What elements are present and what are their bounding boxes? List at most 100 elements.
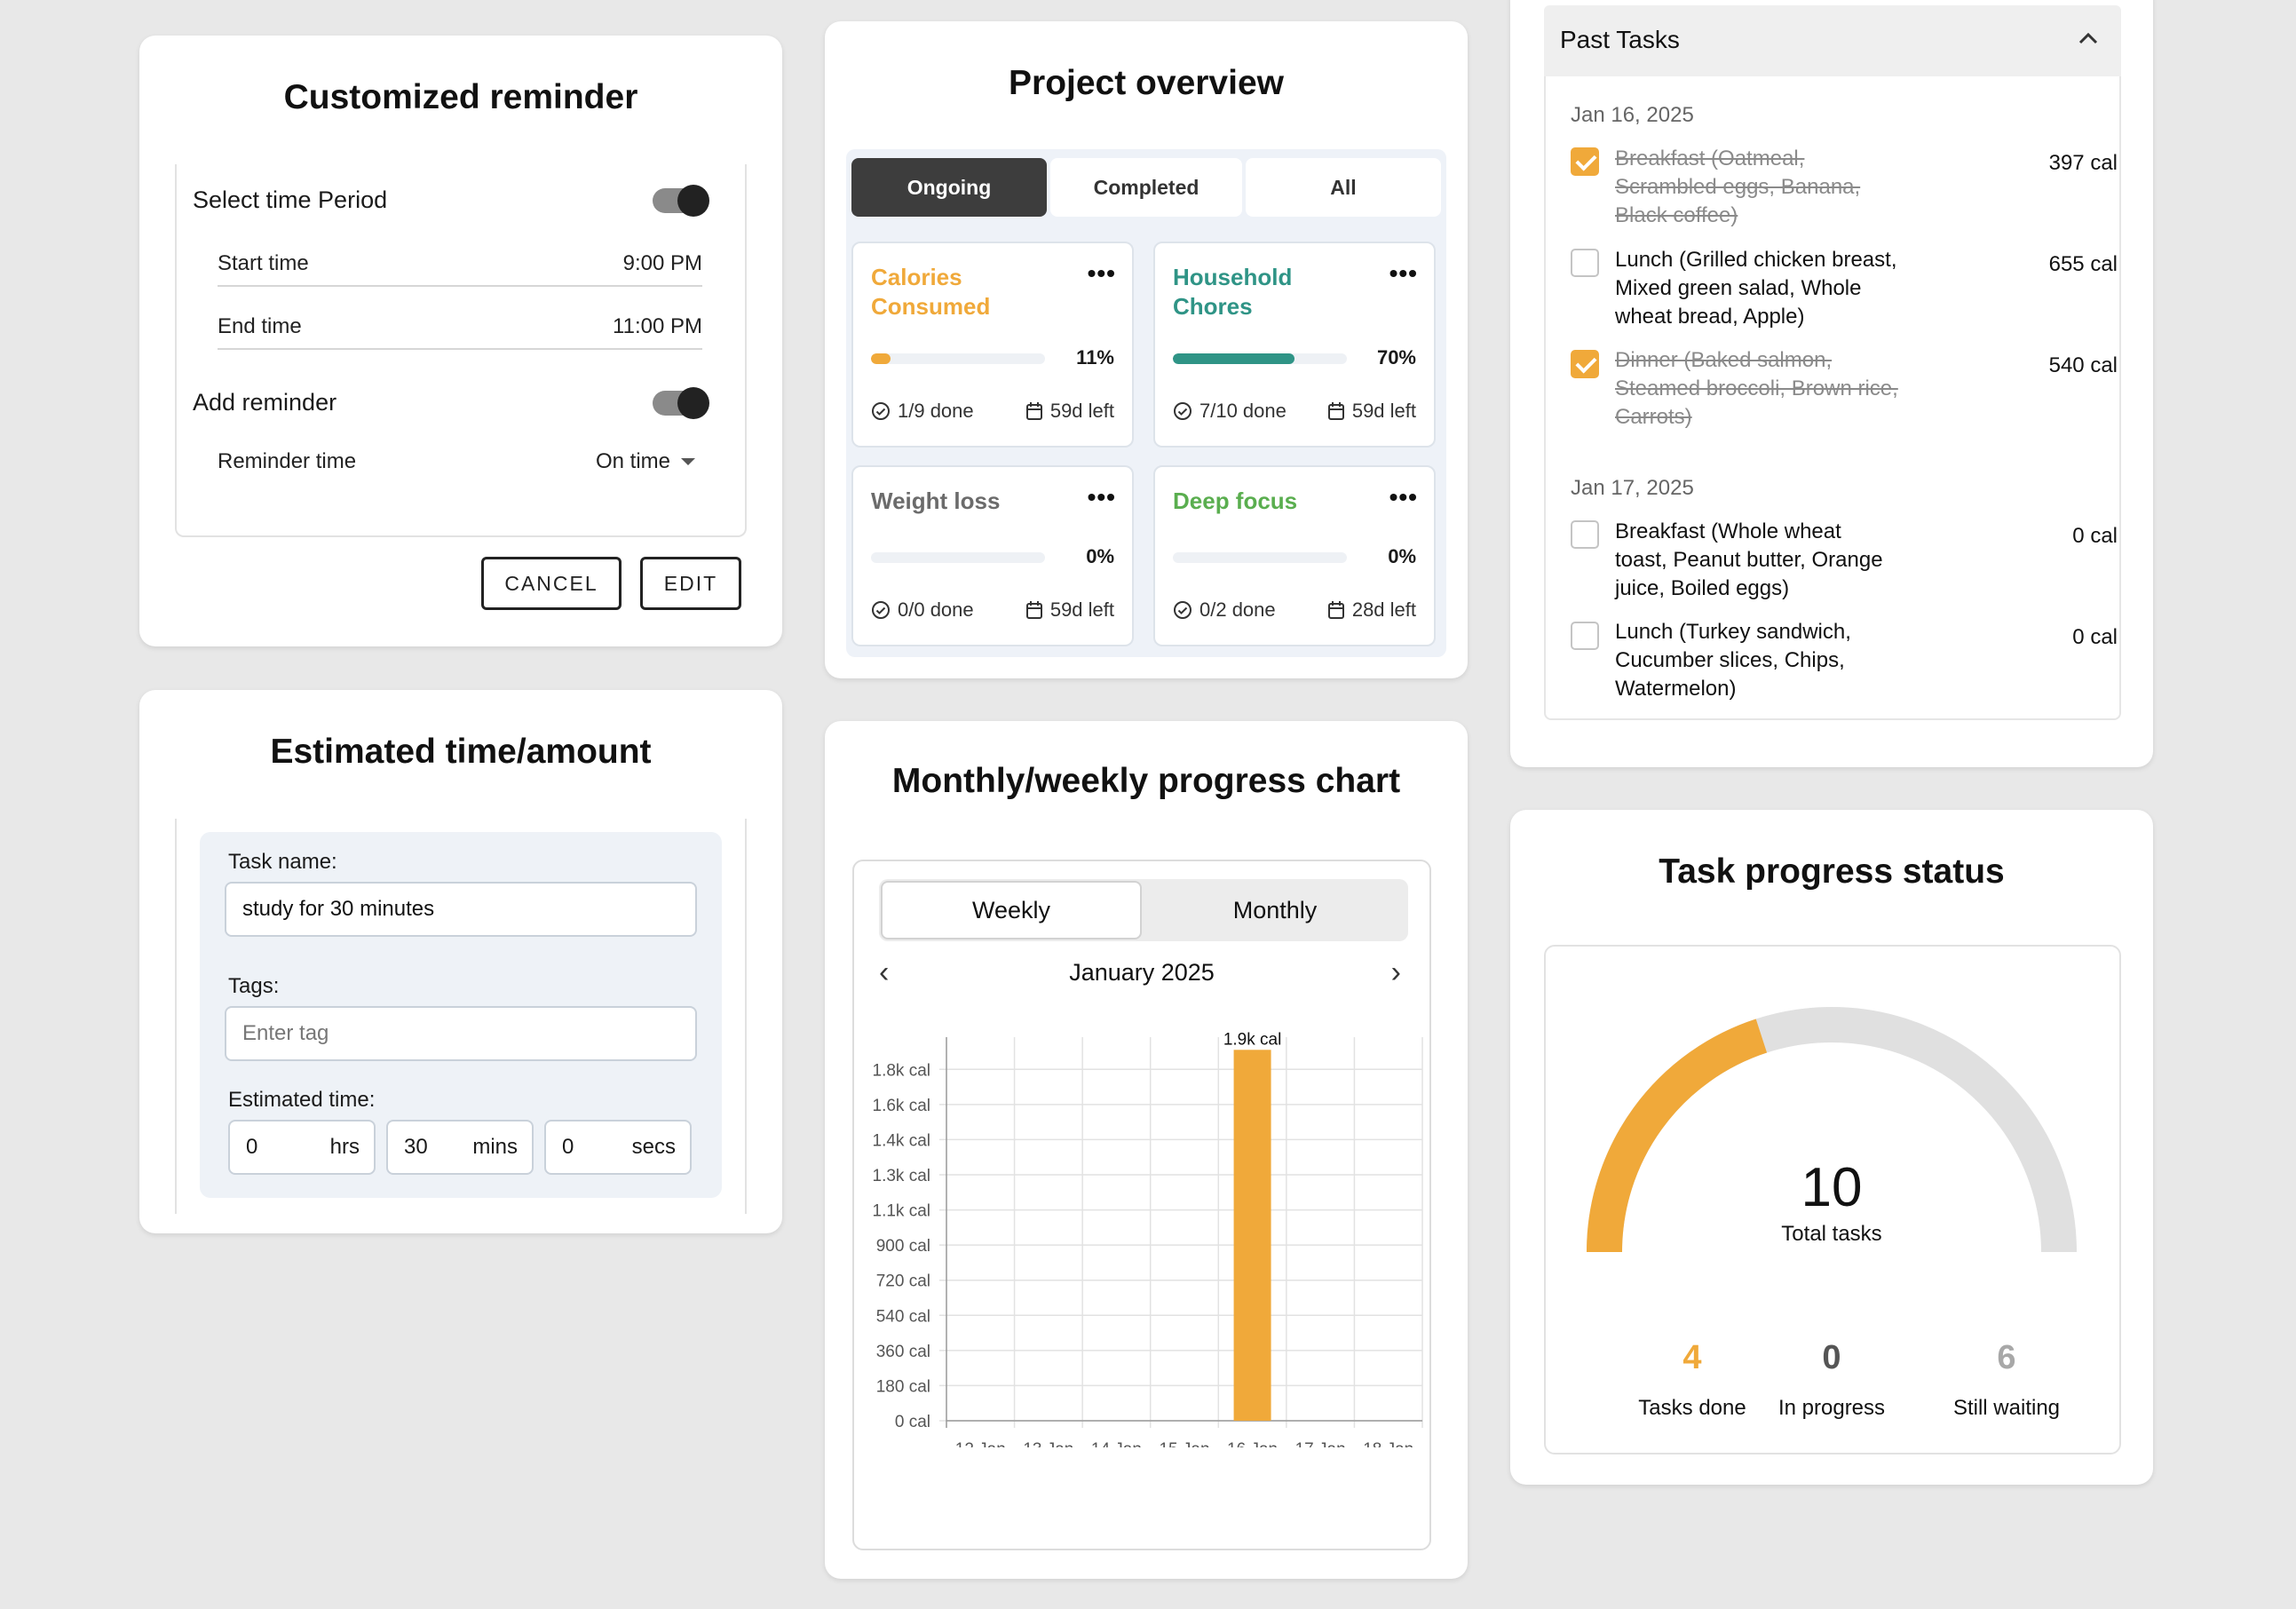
project-title: Project overview (1009, 64, 1284, 102)
more-icon[interactable]: ••• (1389, 259, 1418, 287)
status-title: Task progress status (1659, 852, 2005, 891)
edit-button[interactable]: EDIT (640, 557, 741, 610)
seconds-value: 0 (562, 1135, 574, 1159)
progress-percent: 0% (1388, 545, 1416, 567)
task-calories: 0 cal (2072, 625, 2118, 649)
total-tasks-number: 10 (1801, 1157, 1863, 1218)
days-left-text: 59d left (1049, 400, 1114, 422)
chart-card-title: Monthly/weekly progress chart (891, 762, 1401, 800)
task-calories: 397 cal (2048, 151, 2118, 175)
bar (1233, 1050, 1271, 1421)
check-circle-icon (1174, 601, 1192, 619)
project-name: Calories Consumed (871, 264, 991, 320)
task-checkbox[interactable] (1571, 147, 1599, 176)
hours-input[interactable]: 0 hrs (228, 1120, 376, 1175)
hours-unit: hrs (329, 1135, 360, 1159)
tags-input[interactable]: Enter tag (225, 1006, 697, 1061)
days-left-text: 59d left (1049, 598, 1114, 621)
task-name-label: Task name: (228, 850, 337, 874)
days-left: 28d left (1327, 598, 1416, 622)
weekly-toggle[interactable]: Weekly (881, 881, 1142, 939)
tab-all[interactable]: All (1246, 158, 1441, 217)
chevron-left-icon[interactable]: ‹ (879, 955, 890, 989)
progress-bar (1173, 552, 1347, 563)
y-tick-label: 1.8k cal (873, 1061, 930, 1080)
x-tick-label: 18 Jan (1363, 1440, 1413, 1447)
project-card: Project overview Ongoing Completed All C… (825, 21, 1468, 678)
x-tick-label: 17 Jan (1295, 1440, 1346, 1447)
task-text: Breakfast (Whole wheat toast, Peanut but… (1615, 519, 1883, 600)
days-left: 59d left (1025, 598, 1114, 622)
tab-ongoing[interactable]: Ongoing (851, 158, 1047, 217)
x-tick-label: 12 Jan (955, 1440, 1006, 1447)
task-checkbox[interactable] (1571, 520, 1599, 549)
chevron-right-icon[interactable]: › (1390, 955, 1401, 989)
progress-percent: 70% (1376, 346, 1416, 369)
task-calories: 0 cal (2072, 524, 2118, 548)
task-checkbox[interactable] (1571, 249, 1599, 277)
progress-gauge (1587, 1007, 2077, 1253)
project-item-weight-loss[interactable]: Weight loss ••• 0% 0/0 done 59d left (851, 465, 1134, 646)
task-calories: 540 cal (2048, 353, 2118, 377)
end-time-value[interactable]: 11:00 PM (613, 314, 702, 338)
tab-completed[interactable]: Completed (1050, 158, 1242, 217)
tasks-done-label: Tasks done (1638, 1396, 1746, 1420)
seconds-unit: secs (631, 1135, 676, 1159)
monthly-toggle[interactable]: Monthly (1232, 896, 1318, 923)
project-item-household[interactable]: Household Chores ••• 70% 7/10 done 59d l… (1153, 242, 1436, 448)
progress-fill (1173, 353, 1295, 364)
past-tasks-header[interactable]: Past Tasks (1544, 5, 2121, 76)
done-count: 7/10 done (1173, 400, 1287, 423)
in-progress-count: 0 (1822, 1339, 1841, 1376)
total-tasks-label: Total tasks (1781, 1222, 1882, 1246)
task-checkbox[interactable] (1571, 622, 1599, 650)
more-icon[interactable]: ••• (1087, 259, 1116, 287)
project-item-deep-focus[interactable]: Deep focus ••• 0% 0/2 done 28d left (1153, 465, 1436, 646)
add-reminder-toggle[interactable] (653, 387, 709, 419)
seconds-input[interactable]: 0 secs (544, 1120, 692, 1175)
project-name: Deep focus (1173, 487, 1298, 514)
task-text: Dinner (Baked salmon, Steamed broccoli, … (1615, 348, 1898, 429)
progress-bar (871, 552, 1045, 563)
done-count: 0/2 done (1173, 598, 1276, 622)
minutes-unit: mins (472, 1135, 518, 1159)
y-tick-label: 720 cal (876, 1272, 930, 1291)
estimate-right-rule (745, 819, 747, 1214)
period-label: January 2025 (1069, 959, 1215, 986)
check-circle-icon (872, 402, 890, 420)
x-tick-label: 13 Jan (1023, 1440, 1073, 1447)
end-time-label: End time (218, 314, 302, 338)
minutes-input[interactable]: 30 mins (386, 1120, 534, 1175)
reminder-time-select[interactable]: On time (596, 449, 695, 474)
select-period-toggle[interactable] (653, 185, 709, 217)
period-toggle: Weekly Monthly (879, 879, 1408, 941)
more-icon[interactable]: ••• (1087, 483, 1116, 511)
estimated-time-label: Estimated time: (228, 1088, 376, 1112)
done-count: 0/0 done (871, 598, 974, 622)
y-tick-label: 0 cal (895, 1413, 930, 1431)
project-name: Weight loss (871, 487, 1001, 514)
more-icon[interactable]: ••• (1389, 483, 1418, 511)
start-time-label: Start time (218, 251, 309, 275)
start-time-value[interactable]: 9:00 PM (622, 251, 702, 275)
bar-data-label: 1.9k cal (1223, 1030, 1281, 1049)
y-tick-label: 540 cal (876, 1307, 930, 1326)
project-name: Household Chores (1173, 264, 1293, 320)
cancel-button[interactable]: CANCEL (481, 557, 622, 610)
task-name-input[interactable]: study for 30 minutes (225, 882, 697, 937)
add-reminder-label: Add reminder (193, 389, 337, 416)
chevron-up-icon[interactable] (2078, 32, 2098, 44)
y-tick-label: 900 cal (876, 1237, 930, 1256)
calendar-icon (1327, 402, 1344, 420)
task-text: Lunch (Grilled chicken breast, Mixed gre… (1615, 248, 1897, 329)
project-item-calories[interactable]: Calories Consumed ••• 11% 1/9 done 59d l… (851, 242, 1134, 448)
date-heading: Jan 17, 2025 (1571, 476, 1694, 500)
past-tasks-title: Past Tasks (1560, 26, 1680, 53)
calendar-icon (1025, 601, 1042, 619)
reminder-card: Customized reminder Select time Period S… (139, 36, 782, 646)
task-checkbox[interactable] (1571, 350, 1599, 378)
y-tick-label: 1.4k cal (873, 1131, 930, 1150)
date-heading: Jan 16, 2025 (1571, 103, 1694, 127)
reminder-panel (175, 164, 747, 537)
task-text: Breakfast (Oatmeal, Scrambled eggs, Bana… (1615, 147, 1861, 227)
